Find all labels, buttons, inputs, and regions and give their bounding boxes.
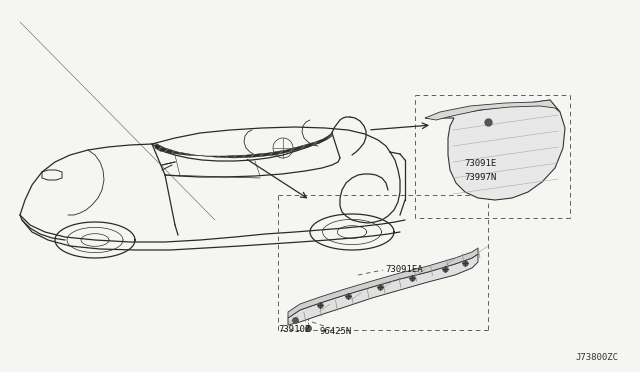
Text: J73800ZC: J73800ZC [575, 353, 618, 362]
Polygon shape [155, 133, 332, 158]
Polygon shape [288, 254, 478, 325]
Polygon shape [425, 100, 560, 120]
Polygon shape [288, 248, 478, 318]
Text: 73910Z: 73910Z [278, 326, 310, 334]
Text: 73091E: 73091E [464, 158, 496, 167]
Text: 73091EA: 73091EA [385, 266, 422, 275]
Text: 73997N: 73997N [464, 173, 496, 182]
Text: 96425N: 96425N [320, 327, 352, 337]
Polygon shape [425, 100, 565, 200]
